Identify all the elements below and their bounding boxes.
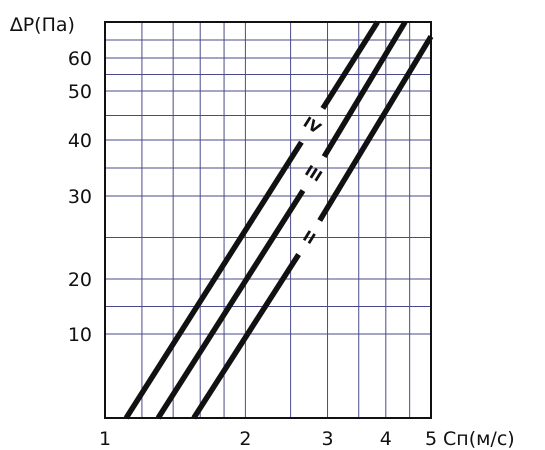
x-axis-label: Cп(м/с) [443, 428, 515, 450]
series-line-iii [321, 20, 408, 159]
series-lines [123, 20, 434, 420]
series-line-iv [123, 140, 304, 420]
y-tick-label: 60 [68, 48, 92, 70]
series-line-iv [320, 20, 380, 110]
y-tick-label: 50 [68, 81, 92, 103]
series-label-iv: IV [300, 113, 324, 138]
y-tick-label: 40 [68, 130, 92, 152]
series-line-ii [317, 34, 434, 222]
tick-labels: 1 2 3 4 5 10 20 30 40 50 60 [68, 48, 437, 450]
y-axis-label: ∆P(Па) [9, 14, 75, 36]
y-tick-label: 20 [68, 269, 92, 291]
grid [104, 21, 432, 419]
x-tick-label: 5 [425, 428, 437, 450]
series-line-ii [191, 253, 301, 420]
y-tick-label: 10 [68, 324, 92, 346]
plot-frame [104, 21, 432, 419]
series-label-iii: III [302, 162, 326, 186]
x-tick-label: 3 [321, 428, 333, 450]
x-tick-label: 2 [239, 428, 251, 450]
x-tick-label: 1 [99, 428, 111, 450]
y-tick-label: 30 [68, 186, 92, 208]
x-tick-label: 4 [380, 428, 392, 450]
series-line-iii [155, 189, 306, 420]
